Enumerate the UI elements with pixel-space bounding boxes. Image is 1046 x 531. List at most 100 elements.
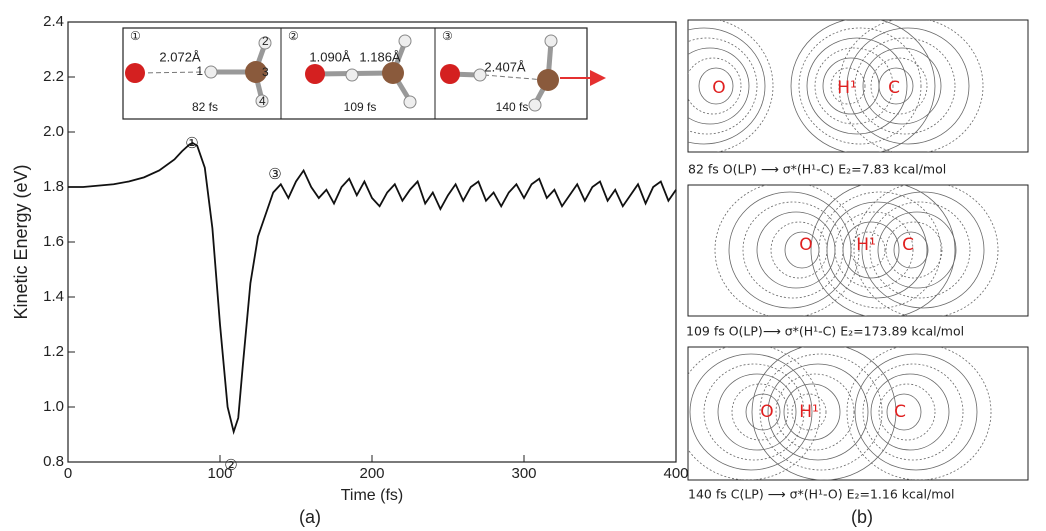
inset: ① 2.072Å 82 fs 1 2 3 4 ② 1.090Å 1.186Å 1… — [122, 27, 606, 120]
contour — [810, 185, 956, 316]
contour — [688, 37, 758, 135]
bond — [483, 74, 546, 81]
orbital-frame — [687, 184, 1029, 317]
contour — [790, 20, 936, 152]
contour — [885, 221, 943, 279]
inset-label: ① — [130, 29, 141, 43]
contour — [688, 47, 750, 125]
contour-group — [714, 185, 999, 316]
contour — [870, 57, 928, 115]
contour — [689, 353, 813, 471]
contour — [846, 27, 970, 145]
contour — [759, 353, 883, 471]
contour — [688, 27, 766, 145]
y-tick-label: 1.2 — [43, 343, 64, 360]
contour — [854, 353, 978, 471]
contour — [714, 185, 860, 316]
annotation: ② — [224, 457, 237, 474]
atom-number: 1 — [196, 64, 203, 78]
contour — [783, 383, 841, 441]
atom-h — [528, 98, 542, 112]
atom-label: O — [799, 235, 812, 255]
contour — [854, 37, 956, 135]
contour — [703, 363, 805, 461]
bond-length: 1.090Å — [309, 49, 351, 64]
contour — [728, 191, 852, 309]
y-tick-label: 1.6 — [43, 233, 64, 250]
atom-label: C — [888, 78, 900, 98]
atom-h — [544, 34, 558, 48]
contour — [818, 191, 942, 309]
atom-c — [245, 61, 267, 83]
orbital-caption: 82 fs O(LP) ⟶ σ*(H¹-C) E₂=7.83 kcal/mol — [688, 162, 946, 177]
inset-time: 109 fs — [344, 100, 377, 114]
atom-h — [255, 94, 269, 108]
contour — [846, 347, 992, 480]
atom-o — [305, 64, 325, 84]
inset-time: 82 fs — [192, 100, 218, 114]
contour — [877, 211, 957, 289]
atom-label: C — [894, 402, 906, 422]
contour — [893, 231, 929, 269]
contour — [756, 211, 836, 289]
bond-length: 2.407Å — [484, 59, 526, 74]
contour-group — [688, 20, 984, 152]
contour — [784, 231, 820, 269]
atom-h — [204, 65, 218, 79]
orbital-frame — [687, 346, 1029, 481]
annotation: ③ — [268, 166, 281, 183]
atom-o — [125, 63, 145, 83]
contour — [731, 383, 789, 441]
contour — [850, 231, 886, 269]
atom-h — [398, 34, 412, 48]
panel-label: (b) — [851, 507, 873, 527]
contour — [838, 20, 984, 152]
contour — [751, 347, 897, 480]
x-tick-label: 100 — [207, 465, 232, 482]
contour — [791, 393, 827, 431]
y-tick-label: 0.8 — [43, 453, 64, 470]
contour — [853, 185, 999, 316]
x-tick-label: 400 — [663, 465, 688, 482]
contour-group — [688, 347, 992, 480]
contour — [775, 373, 855, 451]
orbital-caption: 140 fs C(LP) ⟶ σ*(H¹-O) E₂=1.16 kcal/mol — [688, 487, 955, 502]
x-tick-label: 200 — [359, 465, 384, 482]
contour — [826, 201, 928, 299]
data-line — [68, 141, 677, 435]
y-tick-label: 1.0 — [43, 398, 64, 415]
contour — [767, 363, 869, 461]
inset-time: 140 fs — [496, 100, 529, 114]
contour — [806, 37, 908, 135]
contour — [698, 67, 734, 105]
inset-label: ③ — [442, 29, 453, 43]
y-tick-label: 2.4 — [43, 13, 64, 30]
atom-number: 4 — [259, 94, 266, 108]
atom-label: H¹ — [799, 402, 819, 422]
contour — [717, 373, 797, 451]
contour — [861, 191, 985, 309]
atom-h — [403, 95, 417, 109]
atom-label: O — [712, 78, 725, 98]
contour — [688, 57, 742, 115]
y-tick-label: 2.2 — [43, 68, 64, 85]
y-tick-label: 2.0 — [43, 123, 64, 140]
x-tick-label: 300 — [511, 465, 536, 482]
x-tick-label: 0 — [64, 465, 72, 482]
atom-h — [345, 68, 359, 82]
bond-length: 2.072Å — [159, 49, 201, 64]
contour — [716, 20, 774, 152]
atom-h — [258, 36, 272, 50]
contour — [742, 201, 844, 299]
contour — [869, 201, 971, 299]
atom-label: O — [760, 402, 773, 422]
contour — [862, 47, 942, 125]
contour — [878, 67, 914, 105]
y-tick-label: 1.8 — [43, 178, 64, 195]
orbital-frame — [687, 19, 1029, 153]
atom-number: 2 — [262, 34, 269, 48]
bond — [139, 71, 206, 74]
atom-c — [382, 62, 404, 84]
y-tick-label: 1.4 — [43, 288, 64, 305]
